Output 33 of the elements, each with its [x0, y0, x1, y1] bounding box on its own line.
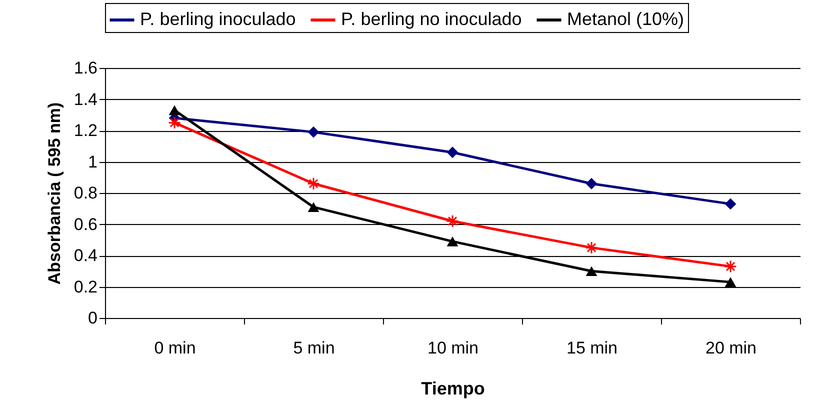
point — [168, 105, 180, 116]
x-axis-title: Tiempo — [421, 378, 485, 398]
point — [446, 236, 458, 246]
x-tick-label: 20 min — [705, 338, 757, 358]
y-tick-label: 1.6 — [74, 58, 98, 78]
point — [168, 116, 181, 130]
y-tick-label: 1.2 — [74, 121, 98, 140]
point — [724, 277, 736, 287]
x-tick-label: 5 min — [293, 338, 335, 358]
y-tick-label: 0.2 — [74, 277, 98, 296]
x-tick-label: 15 min — [566, 338, 618, 358]
point — [724, 260, 737, 273]
y-axis-title: Absorbancia ( 595 nm) — [44, 102, 64, 285]
legend-label: Metanol (10%) — [567, 9, 684, 29]
x-tick-label: 10 min — [427, 338, 479, 358]
y-tick-label: 1 — [88, 152, 98, 172]
point — [586, 266, 598, 276]
y-tick-label: 1.4 — [74, 90, 98, 109]
legend-label: P. berling inoculado — [140, 9, 296, 29]
point — [586, 178, 598, 190]
point — [585, 241, 598, 254]
point — [446, 214, 459, 228]
point — [724, 198, 736, 210]
point — [446, 146, 458, 158]
y-tick-label: 0.8 — [74, 184, 98, 202]
point — [308, 126, 320, 138]
x-tick-label: 0 min — [154, 338, 196, 358]
y-tick-label: 0.6 — [74, 214, 98, 234]
point — [307, 177, 320, 190]
point — [308, 202, 320, 212]
legend-label: P. berling no inoculado — [341, 9, 522, 29]
y-tick-label: 0.4 — [74, 246, 98, 265]
y-tick-label: 0 — [88, 308, 98, 328]
